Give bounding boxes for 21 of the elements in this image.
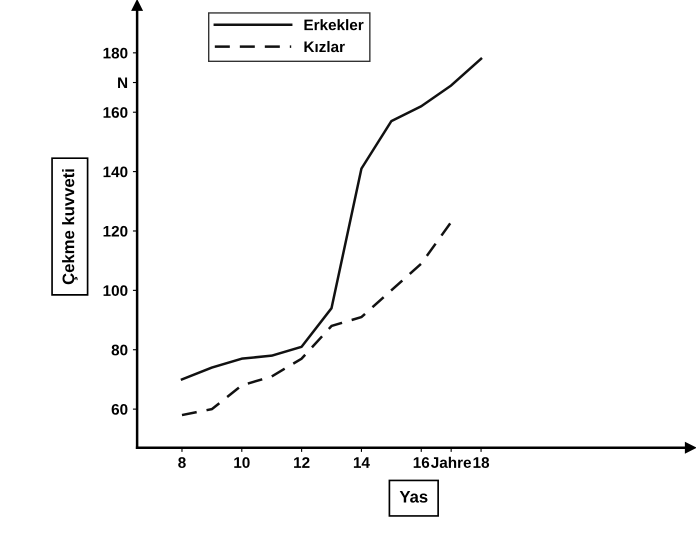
x-tick-label: Jahre (431, 456, 472, 468)
y-tick-label: N (118, 78, 128, 88)
y-axis-title: Çekme kuvveti (62, 169, 78, 284)
y-tick-label: 120 (104, 226, 128, 237)
x-tick-label: 14 (354, 457, 370, 468)
y-tick-label: 100 (104, 285, 128, 296)
x-tick-label: 12 (294, 457, 310, 468)
y-tick-label: 180 (104, 48, 128, 59)
x-tick-label: 18 (474, 457, 490, 468)
y-tick-label: 80 (112, 344, 128, 356)
x-axis-title: Yas (400, 491, 428, 503)
y-tick-label: 160 (104, 107, 128, 118)
line-series (180, 58, 482, 381)
y-tick-label: 140 (104, 166, 128, 178)
y-tick-label: 60 (112, 404, 128, 415)
x-tick-label: 16 (414, 457, 430, 468)
legend-label: Kızlar (304, 40, 345, 52)
line-series (180, 220, 452, 416)
legend-label: Erkekler (304, 19, 364, 30)
x-tick-label: 8 (178, 457, 186, 468)
x-tick-label: 10 (234, 457, 250, 468)
